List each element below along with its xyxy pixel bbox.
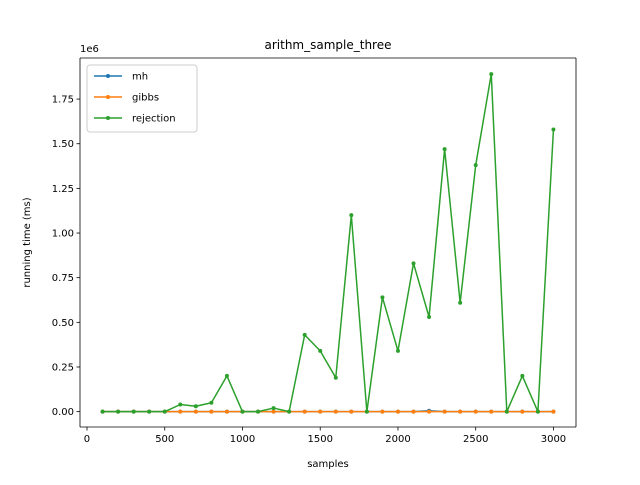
legend-marker-mh xyxy=(106,74,110,78)
legend-marker-gibbs xyxy=(106,95,110,99)
data-point-rejection xyxy=(395,348,400,353)
data-point-gibbs xyxy=(209,409,214,414)
data-point-rejection xyxy=(147,409,152,414)
data-point-gibbs xyxy=(333,409,338,414)
x-tick-label: 2500 xyxy=(463,434,488,445)
data-point-gibbs xyxy=(271,409,276,414)
x-tick-label: 1000 xyxy=(230,434,255,445)
x-tick-label: 1500 xyxy=(307,434,332,445)
legend-entry-mh: mh xyxy=(94,72,148,83)
y-tick-label: 0.25 xyxy=(52,362,74,373)
legend-label-rejection: rejection xyxy=(132,114,176,125)
x-axis-label: samples xyxy=(307,459,349,470)
data-point-rejection xyxy=(318,348,323,353)
data-point-rejection xyxy=(489,72,494,77)
y-tick-label: 1.25 xyxy=(52,184,74,195)
data-point-gibbs xyxy=(193,409,198,414)
data-point-gibbs xyxy=(302,409,307,414)
data-point-rejection xyxy=(333,375,338,380)
data-point-rejection xyxy=(178,402,183,407)
data-point-rejection xyxy=(551,127,556,132)
data-point-gibbs xyxy=(427,409,432,414)
y-tick-label: 0.75 xyxy=(52,273,74,284)
x-tick-label: 2000 xyxy=(385,434,410,445)
data-point-rejection xyxy=(364,409,369,414)
series-layer xyxy=(100,72,556,414)
data-point-gibbs xyxy=(178,409,183,414)
data-point-rejection xyxy=(240,409,245,414)
data-point-gibbs xyxy=(489,409,494,414)
axes-frame xyxy=(79,57,577,428)
data-point-rejection xyxy=(411,261,416,266)
x-tick-label: 3000 xyxy=(541,434,566,445)
x-tick-label: 500 xyxy=(155,434,174,445)
data-point-rejection xyxy=(458,300,463,305)
series-line-rejection xyxy=(102,73,555,413)
data-point-rejection xyxy=(380,295,385,300)
data-point-gibbs xyxy=(224,409,229,414)
data-point-gibbs xyxy=(442,409,447,414)
legend-entry-rejection: rejection xyxy=(94,114,176,125)
series-rejection xyxy=(100,72,556,414)
data-point-rejection xyxy=(271,406,276,411)
data-point-rejection xyxy=(100,409,105,414)
y-tick-label: 1.75 xyxy=(52,95,74,106)
x-axis-ticks: 0 500 1000 1500 2000 2500 3000 xyxy=(84,427,566,445)
data-point-rejection xyxy=(224,373,229,378)
legend-label-mh: mh xyxy=(132,72,148,83)
y-axis-offset-label: 1e6 xyxy=(80,44,99,55)
data-point-gibbs xyxy=(473,409,478,414)
legend-entry-gibbs: gibbs xyxy=(94,93,159,104)
legend-box xyxy=(86,64,198,133)
data-point-rejection xyxy=(520,373,525,378)
legend-label-gibbs: gibbs xyxy=(132,93,159,104)
data-point-gibbs xyxy=(551,409,556,414)
data-point-rejection xyxy=(162,409,167,414)
data-point-rejection xyxy=(504,409,509,414)
y-axis-label: running time (ms) xyxy=(22,197,33,287)
data-point-gibbs xyxy=(318,409,323,414)
data-point-gibbs xyxy=(411,409,416,414)
data-point-rejection xyxy=(287,409,292,414)
data-point-gibbs xyxy=(458,409,463,414)
x-tick-label: 0 xyxy=(84,434,90,445)
data-point-rejection xyxy=(256,409,261,414)
data-point-rejection xyxy=(473,163,478,168)
data-point-gibbs xyxy=(349,409,354,414)
legend-marker-rejection xyxy=(106,116,110,120)
data-point-rejection xyxy=(116,409,121,414)
data-point-rejection xyxy=(442,147,447,152)
data-point-rejection xyxy=(535,409,540,414)
legend: mh gibbs rejection xyxy=(86,64,198,133)
data-point-gibbs xyxy=(395,409,400,414)
data-point-rejection xyxy=(302,332,307,337)
data-point-gibbs xyxy=(520,409,525,414)
y-tick-label: 1.50 xyxy=(52,139,74,150)
data-point-rejection xyxy=(209,400,214,405)
y-tick-label: 0.50 xyxy=(52,318,74,329)
chart-title: arithm_sample_three xyxy=(265,38,392,52)
data-point-rejection xyxy=(131,409,136,414)
data-point-rejection xyxy=(349,213,354,218)
y-tick-label: 1.00 xyxy=(52,229,74,240)
data-point-rejection xyxy=(193,404,198,409)
y-tick-label: 0.00 xyxy=(52,407,74,418)
data-point-gibbs xyxy=(380,409,385,414)
data-point-rejection xyxy=(427,314,432,319)
y-axis-ticks: 0.00 0.25 0.50 0.75 1.00 1.25 1.50 1.75 xyxy=(52,95,80,418)
